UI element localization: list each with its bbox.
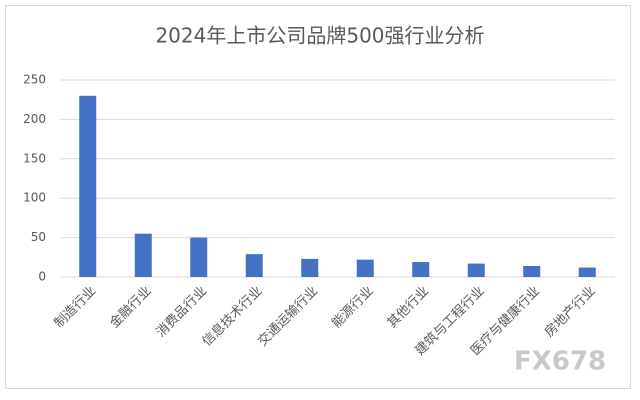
- chart-title: 2024年上市公司品牌500强行业分析: [155, 24, 484, 48]
- y-tick-label: 150: [23, 151, 46, 165]
- y-tick-label: 200: [23, 112, 46, 126]
- bar: [134, 233, 152, 277]
- bar: [301, 258, 319, 277]
- bar: [578, 267, 596, 277]
- bar: [245, 254, 263, 277]
- bar: [79, 95, 97, 277]
- bar: [523, 265, 541, 277]
- y-tick-label: 100: [23, 191, 46, 205]
- chart-border: [5, 5, 631, 389]
- bar: [412, 262, 430, 277]
- bar: [467, 263, 485, 277]
- y-tick-label: 250: [23, 73, 46, 87]
- bar: [356, 259, 374, 277]
- y-tick-label: 50: [31, 230, 46, 244]
- bar: [190, 237, 208, 277]
- watermark: FX678: [514, 347, 606, 377]
- y-tick-label: 0: [38, 270, 46, 284]
